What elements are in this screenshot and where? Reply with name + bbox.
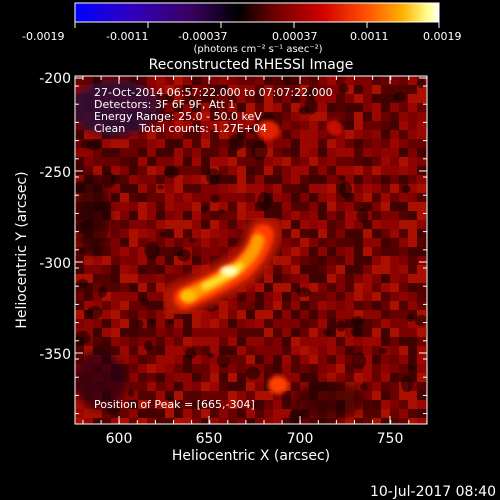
colorbar-tick-label-5: 0.0019 (423, 30, 462, 43)
plot-title: Reconstructed RHESSI Image (149, 57, 354, 73)
colorbar-ticks (74, 22, 440, 28)
info-time-range: 27-Oct-2014 06:57:22.000 to 07:07:22.000 (94, 86, 333, 99)
y-tick-label-3: -350 (39, 347, 71, 363)
x-tick-label-1: 650 (196, 431, 223, 447)
footer-date: 10-Jul-2017 08:40 (370, 484, 496, 500)
info-energy-range: Energy Range: 25.0 - 50.0 keV (94, 110, 262, 123)
purple-noise-region (75, 80, 365, 418)
axis-ticks (75, 76, 428, 424)
info-detectors: Detectors: 3F 6F 9F, Att 1 (94, 98, 235, 111)
y-tick-label-0: -200 (39, 71, 71, 87)
colorbar-tick-label-1: -0.0011 (106, 30, 148, 43)
y-tick-label-2: -300 (39, 256, 71, 272)
peak-position-label: Position of Peak = [665,-304] (94, 398, 255, 411)
x-tick-label-3: 750 (377, 431, 404, 447)
colorbar-tick-label-4: 0.0011 (350, 30, 389, 43)
x-tick-label-2: 700 (287, 431, 314, 447)
flare-source (161, 120, 343, 394)
colorbar: -0.0019 -0.0011 -0.00037 0.00037 0.0011 … (22, 2, 462, 55)
y-axis-label: Heliocentric Y (arcsec) (14, 171, 30, 328)
colorbar-units-label: (photons cm⁻² s⁻¹ asec⁻²) (193, 44, 322, 55)
colorbar-tick-label-3: 0.00037 (272, 30, 318, 43)
colorbar-tick-label-0: -0.0019 (22, 30, 64, 43)
y-tick-label-1: -250 (39, 165, 71, 181)
x-axis-label: Heliocentric X (arcsec) (172, 448, 330, 464)
colorbar-gradient (74, 2, 440, 23)
colorbar-tick-label-2: -0.00037 (178, 30, 227, 43)
info-clean-counts: Clean Total counts: 1.27E+04 (94, 122, 267, 135)
rhessi-image: 27-Oct-2014 06:57:22.000 to 07:07:22.000… (74, 75, 428, 425)
x-tick-label-0: 600 (106, 431, 133, 447)
